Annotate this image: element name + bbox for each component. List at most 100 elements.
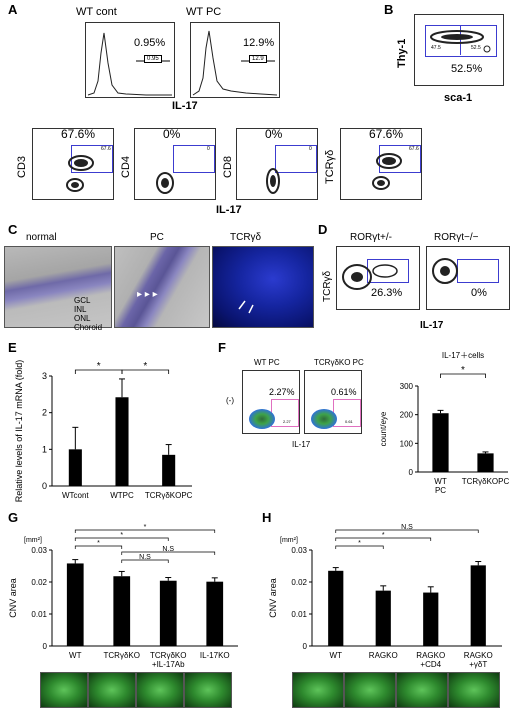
b-contours: [430, 30, 491, 53]
g-micrograph-4: [184, 672, 232, 708]
d-contours-ko: [432, 258, 458, 284]
c-layer-onl: ONL: [74, 314, 91, 323]
dotplot-ylabel-cd3: CD3: [16, 155, 28, 178]
histogram-title-wt-pc: WT PC: [186, 6, 222, 18]
b-xlabel: sca-1: [444, 92, 473, 104]
h-y-tick-label: 0.01: [291, 610, 307, 619]
b-quadrant-right: 52.5: [471, 45, 481, 51]
e-category-label: TCRγδKOPC: [145, 491, 193, 500]
f-gate-value-ko: 0.61: [345, 419, 353, 424]
d-ylabel: TCRγδ: [322, 270, 333, 302]
dotplot-xlabel: IL-17: [216, 204, 242, 216]
dotplot-cd4: 0% 0: [134, 127, 216, 200]
g-category-label: TCRγδKO: [104, 651, 140, 660]
c-image-normal: [4, 246, 112, 328]
dotplot-percent-tcr: 67.6%: [369, 127, 404, 141]
dotplot-gate-value-cd8: 0: [309, 146, 312, 152]
d-percent-het: 26.3%: [371, 287, 403, 299]
b-gate-box: [425, 25, 497, 57]
dotplot-ylabel-cd8: CD8: [222, 155, 234, 178]
c-layer-inl: INL: [74, 305, 87, 314]
d-title-het: RORγt+/-: [350, 232, 392, 243]
h-sig-label: *: [382, 532, 385, 539]
h-category-label: RAGKO: [369, 651, 398, 660]
dotplot-ylabel-cd4: CD4: [120, 155, 132, 178]
dotplot-cd8: 0% 0: [236, 127, 318, 200]
h-category-label: RAGKO: [416, 651, 445, 660]
d-xlabel: IL-17: [420, 320, 444, 331]
g-sig-label: *: [144, 524, 147, 531]
f-plot-title-wt: WT PC: [254, 358, 280, 367]
chart-e: 0 1 2 3 Relative levels of IL-17 mRNA (fold)…: [14, 360, 193, 503]
g-category-label: +IL-17Ab: [152, 660, 185, 669]
f-percent-wt: 2.27%: [269, 387, 295, 397]
f-percent-ko: 0.61%: [331, 387, 357, 397]
c-layer-gcl: GCL: [74, 296, 91, 305]
h-category-label: RAGKO: [464, 651, 493, 660]
dotplot-ylabel-tcr: TCRγδ: [324, 149, 336, 184]
h-micrograph-4: [448, 672, 500, 708]
dotplot-percent-cd4: 0%: [163, 127, 181, 141]
f-y-tick-label: 300: [400, 382, 414, 391]
d-dotplot-het: 26.3%: [336, 246, 420, 310]
c-arrowheads: ▸ ▸ ▸: [137, 289, 158, 300]
histogram-percent-wt-cont: 0.95%: [134, 37, 166, 49]
f-density-wt: [249, 409, 275, 429]
c-image-tcr: [212, 246, 314, 328]
g-micrograph-2: [88, 672, 136, 708]
dotplot-gate-value-cd4: 0: [207, 146, 210, 152]
c-title-tcr: TCRγδ: [230, 232, 262, 243]
c-tcr-arrows: [238, 300, 254, 314]
g-y-tick-label: 0.02: [31, 578, 47, 587]
g-micrograph-1: [40, 672, 88, 708]
g-unit-label: [mm²]: [24, 537, 42, 544]
h-bar: [375, 590, 391, 646]
histogram-xlabel: IL-17: [172, 100, 198, 112]
g-y-tick-label: 0.01: [31, 610, 47, 619]
e-y-tick-label: 2: [42, 408, 47, 418]
f-y-tick-label: 0: [409, 468, 414, 477]
g-sig-bracket: [121, 551, 216, 555]
chart-f: 0 100 200 300 count/eye WTPC TCRγδKOPC IL-17＋ce…: [379, 351, 510, 495]
dotplot-gate-cd8: [275, 145, 317, 173]
histogram-title-wt-cont: WT cont: [76, 6, 117, 18]
dotplot-percent-cd3: 67.6%: [61, 127, 96, 141]
histogram-wt-pc: 12.9% 12.9: [190, 22, 280, 98]
g-sig-label: *: [120, 532, 123, 539]
dotplot-gate-cd4: [173, 145, 215, 173]
h-y-tick-label: 0.02: [291, 578, 307, 587]
g-y-tick-label: 0.03: [31, 546, 47, 555]
b-percent: 52.5%: [451, 63, 483, 75]
f-sig-label: *: [461, 365, 465, 376]
panel-label-g: G: [8, 510, 19, 525]
e-y-tick-label: 1: [42, 444, 47, 454]
f-dotplot-ko: 0.61% 0.61: [304, 370, 362, 434]
e-bar: [68, 449, 82, 486]
dotplot-gate-value-tcr: 67.6: [409, 146, 419, 152]
f-chart-title: IL-17＋cells: [442, 351, 484, 360]
h-bar: [423, 592, 439, 646]
e-sig-label: *: [143, 361, 147, 372]
f-sig-bracket: [440, 373, 486, 378]
c-layer-choroid: Choroid: [74, 323, 103, 332]
h-category-label: +CD4: [420, 660, 441, 669]
h-micrograph-2: [344, 672, 396, 708]
h-sig-label: *: [358, 540, 361, 547]
histogram-gate-wt-pc: 12.9: [249, 55, 267, 63]
c-image-pc: ▸ ▸ ▸: [114, 246, 210, 328]
f-category-label: WT: [434, 477, 447, 486]
g-bar: [159, 580, 177, 646]
g-sig-label: *: [97, 540, 100, 547]
e-y-tick-label: 3: [42, 371, 47, 381]
b-gate-divider: [460, 25, 461, 55]
e-sig-bracket: [121, 369, 170, 374]
g-sig-bracket: [74, 545, 123, 549]
c-title-pc: PC: [150, 232, 164, 243]
g-bar: [206, 581, 224, 646]
g-category-label: WT: [69, 651, 82, 660]
dotplot-percent-cd8: 0%: [265, 127, 283, 141]
h-y-tick-label: 0: [303, 642, 308, 651]
g-sig-bracket: [74, 537, 169, 541]
